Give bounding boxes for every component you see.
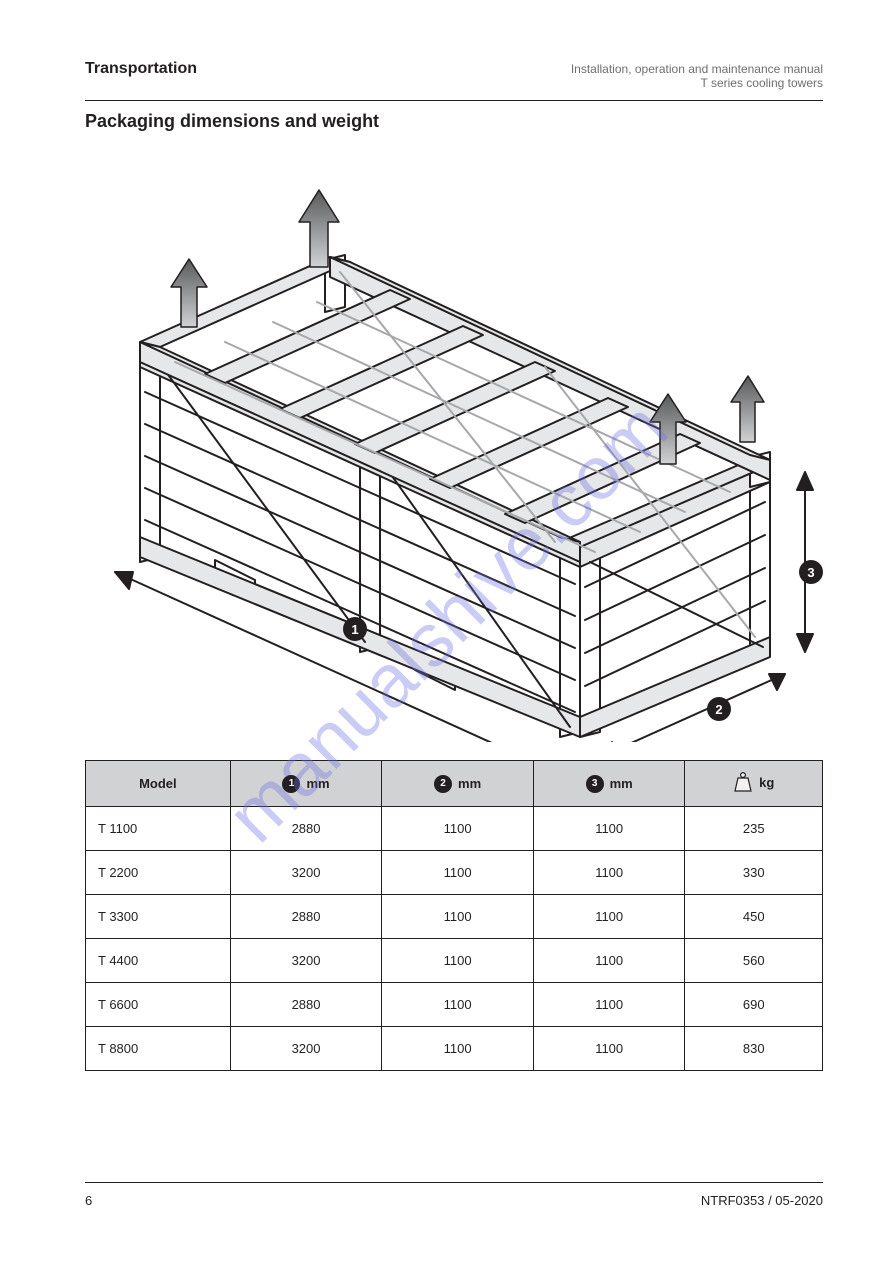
header-section: Transportation [85,60,197,78]
th-dim1: 1 mm [230,761,382,807]
cell-d3: 1100 [533,1027,685,1071]
footer-page: 6 [85,1193,92,1208]
section-title: Packaging dimensions and weight [85,111,823,132]
footer-doc: NTRF0353 / 05-2020 [701,1193,823,1208]
th-dim3-bullet: 3 [586,775,604,793]
table-row: T 6600 2880 1100 1100 690 [86,983,823,1027]
cell-model: T 8800 [86,1027,231,1071]
cell-model: T 6600 [86,983,231,1027]
th-dim3: 3 mm [533,761,685,807]
header-line1: Installation, operation and maintenance … [571,62,823,76]
cell-d2: 1100 [382,807,534,851]
cell-w: 330 [685,851,823,895]
cell-d3: 1100 [533,851,685,895]
table-row: T 4400 3200 1100 1100 560 [86,939,823,983]
cell-d1: 3200 [230,939,382,983]
cell-model: T 4400 [86,939,231,983]
table-row: T 2200 3200 1100 1100 330 [86,851,823,895]
th-dim2: 2 mm [382,761,534,807]
page-footer: 6 NTRF0353 / 05-2020 [85,1182,823,1208]
th-dim2-unit: mm [458,776,481,791]
cell-model: T 2200 [86,851,231,895]
cell-d3: 1100 [533,895,685,939]
th-model: Model [86,761,231,807]
cell-d1: 2880 [230,895,382,939]
th-dim1-unit: mm [306,776,329,791]
header-doc-title: Installation, operation and maintenance … [571,62,823,90]
table-row: T 1100 2880 1100 1100 235 [86,807,823,851]
cell-w: 830 [685,1027,823,1071]
cell-model: T 3300 [86,895,231,939]
cell-w: 560 [685,939,823,983]
dimension-marker-3: 3 [799,560,823,584]
cell-d2: 1100 [382,895,534,939]
crate-diagram [85,142,825,742]
table-row: T 8800 3200 1100 1100 830 [86,1027,823,1071]
cell-d2: 1100 [382,1027,534,1071]
header-line2: T series cooling towers [571,76,823,90]
cell-w: 690 [685,983,823,1027]
th-weight: kg [685,761,823,807]
cell-d1: 3200 [230,851,382,895]
dimension-marker-1: 1 [343,617,367,641]
th-dim3-unit: mm [610,776,633,791]
th-dim2-bullet: 2 [434,775,452,793]
th-weight-unit: kg [759,775,774,790]
cell-w: 450 [685,895,823,939]
page-header: Transportation Installation, operation a… [85,60,823,101]
crate-figure: 1 2 3 [85,142,825,742]
cell-d1: 3200 [230,1027,382,1071]
cell-model: T 1100 [86,807,231,851]
table-row: T 3300 2880 1100 1100 450 [86,895,823,939]
weight-icon [733,771,753,793]
cell-d3: 1100 [533,983,685,1027]
cell-d1: 2880 [230,807,382,851]
dimension-marker-2: 2 [707,697,731,721]
cell-d3: 1100 [533,939,685,983]
cell-w: 235 [685,807,823,851]
cell-d2: 1100 [382,983,534,1027]
cell-d2: 1100 [382,851,534,895]
table-header-row: Model 1 mm 2 mm 3 mm [86,761,823,807]
th-dim1-bullet: 1 [282,775,300,793]
cell-d1: 2880 [230,983,382,1027]
packaging-spec-table: Model 1 mm 2 mm 3 mm [85,760,823,1071]
cell-d2: 1100 [382,939,534,983]
cell-d3: 1100 [533,807,685,851]
